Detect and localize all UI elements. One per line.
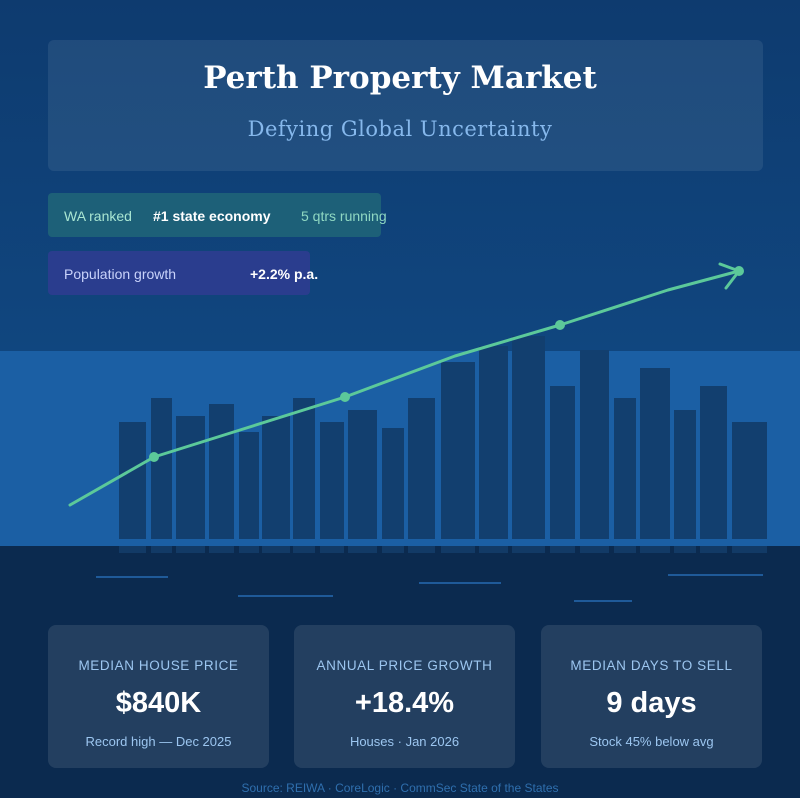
title-card: [48, 40, 763, 171]
building: [262, 416, 290, 539]
building: [700, 386, 727, 539]
trend-point: [555, 320, 565, 330]
stat-value: $840K: [115, 687, 202, 719]
population-label: Population growth: [64, 266, 177, 282]
building-reflection: [614, 546, 636, 553]
building-reflection: [550, 546, 575, 553]
stat-note: Record high — Dec 2025: [85, 734, 232, 749]
arrow-head: [718, 262, 741, 290]
building-reflection: [479, 546, 508, 553]
building-reflection: [348, 546, 377, 553]
building-reflection: [700, 546, 727, 553]
building-reflection: [320, 546, 344, 553]
building: [151, 398, 172, 539]
stat-label: ANNUAL PRICE GROWTH: [316, 658, 493, 673]
building-reflection: [119, 546, 146, 553]
stat-label: MEDIAN DAYS TO SELL: [570, 658, 733, 673]
river-background: [0, 546, 800, 798]
building: [614, 398, 636, 539]
economy-label: WA ranked: [64, 208, 132, 224]
building: [176, 416, 205, 539]
building-reflection: [176, 546, 205, 553]
building: [119, 422, 146, 539]
trend-line: [68, 269, 741, 507]
building-reflection: [408, 546, 435, 553]
stat-note: Stock 45% below avg: [589, 734, 714, 749]
page-subtitle: Defying Global Uncertainty: [247, 117, 553, 141]
stat-card-price-growth: ANNUAL PRICE GROWTH +18.4% Houses · Jan …: [294, 625, 515, 768]
building-reflection: [262, 546, 290, 553]
building: [348, 410, 377, 539]
stat-value: +18.4%: [354, 687, 455, 719]
city-skyline: [119, 336, 767, 539]
building: [239, 432, 259, 539]
building: [382, 428, 404, 539]
building-reflection: [239, 546, 259, 553]
building: [408, 398, 435, 539]
building-reflection: [151, 546, 172, 553]
building: [293, 398, 315, 539]
building-reflection: [580, 546, 609, 553]
building: [441, 362, 475, 539]
building: [550, 386, 575, 539]
building: [209, 404, 234, 539]
economy-value: #1 state economy: [153, 208, 271, 224]
water-ripple: [668, 574, 763, 576]
water-ripple: [238, 595, 333, 597]
population-growth-pill: Population growth +2.2% p.a.: [48, 251, 318, 295]
building: [320, 422, 344, 539]
building: [640, 368, 670, 539]
building-reflection: [441, 546, 475, 553]
trend-point: [149, 452, 159, 462]
stat-value: 9 days: [606, 687, 697, 719]
trend-point: [340, 392, 350, 402]
source-credit: Source: REIWA · CoreLogic · CommSec Stat…: [241, 781, 559, 795]
stat-label: MEDIAN HOUSE PRICE: [78, 658, 239, 673]
water-ripple: [574, 600, 632, 602]
building: [580, 350, 609, 539]
building-reflection: [674, 546, 696, 553]
page-title: Perth Property Market: [203, 60, 597, 96]
building-reflection: [293, 546, 315, 553]
water-ripples: [96, 574, 763, 602]
water-ripple: [96, 576, 168, 578]
building: [479, 346, 508, 539]
stat-note: Houses · Jan 2026: [349, 734, 460, 749]
economy-note: 5 qtrs running: [301, 208, 387, 224]
building-reflection: [640, 546, 670, 553]
economy-ranking-pill: WA ranked #1 state economy 5 qtrs runnin…: [48, 193, 387, 237]
building-reflection: [382, 546, 404, 553]
building-reflection: [512, 546, 545, 553]
water-ripple: [419, 582, 501, 584]
stat-card-days-to-sell: MEDIAN DAYS TO SELL 9 days Stock 45% bel…: [541, 625, 762, 768]
stat-card-median-price: MEDIAN HOUSE PRICE $840K Record high — D…: [48, 625, 269, 768]
trend-arrow-icon: [68, 262, 744, 507]
building-reflection: [732, 546, 767, 553]
building: [732, 422, 767, 539]
population-value: +2.2% p.a.: [250, 266, 319, 282]
building: [512, 336, 545, 539]
building: [674, 410, 696, 539]
skyline-reflection: [119, 546, 767, 553]
building-reflection: [209, 546, 234, 553]
